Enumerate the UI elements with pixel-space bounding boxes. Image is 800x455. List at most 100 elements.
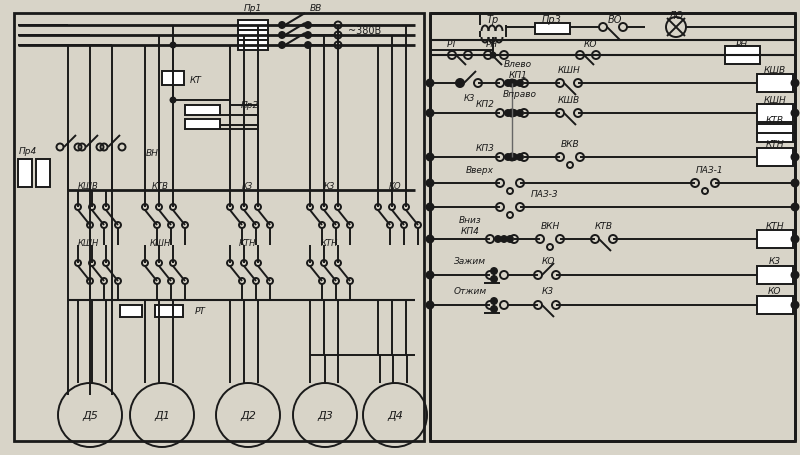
Text: ВН: ВН [146,148,158,157]
Circle shape [279,23,285,29]
Circle shape [170,43,175,48]
Text: Пр3: Пр3 [542,15,562,25]
Circle shape [491,306,497,312]
Circle shape [305,23,311,29]
Circle shape [279,43,285,49]
Text: КШВ: КШВ [764,66,786,74]
Circle shape [791,272,798,279]
Text: Пр2: Пр2 [241,100,259,109]
Bar [757,75,793,93]
Circle shape [517,81,523,87]
Text: Д2: Д2 [240,410,256,420]
Text: КП4: КП4 [461,226,479,235]
Circle shape [305,43,311,49]
Bar [238,21,268,31]
Circle shape [791,180,798,187]
Text: ВВ: ВВ [310,4,322,12]
Text: КО: КО [542,257,554,266]
Text: КО: КО [583,40,597,48]
Circle shape [517,155,523,161]
Bar [185,106,220,116]
Bar [14,14,424,441]
Text: КШВ: КШВ [558,95,580,104]
Text: ВКН: ВКН [540,221,560,230]
Circle shape [426,110,434,117]
Circle shape [426,180,434,187]
Bar [155,305,183,317]
Circle shape [511,81,517,87]
Circle shape [491,268,497,274]
Bar [185,120,220,130]
Text: К3: К3 [542,287,554,296]
Bar [238,41,268,51]
Circle shape [505,81,511,87]
Text: КП3: КП3 [475,143,494,152]
Text: КТН: КТН [766,221,784,230]
Text: ВКВ: ВКВ [561,139,579,148]
Text: ПАЗ-3: ПАЗ-3 [531,189,559,198]
Text: Д4: Д4 [387,410,403,420]
Circle shape [426,302,434,309]
Circle shape [791,81,798,87]
Bar [36,160,50,187]
Circle shape [791,204,798,211]
Text: КП2: КП2 [475,99,494,108]
Text: ~380В: ~380В [348,26,382,36]
Circle shape [505,155,511,161]
Circle shape [511,111,517,117]
Text: РН: РН [736,40,748,48]
Bar [757,149,793,167]
Circle shape [791,236,798,243]
Text: Д1: Д1 [154,410,170,420]
Text: РН: РН [486,40,498,48]
Circle shape [507,237,513,243]
Text: КТВ: КТВ [595,221,613,230]
Circle shape [793,111,798,116]
Text: К3: К3 [323,181,334,190]
Circle shape [505,111,511,117]
Text: КТВ: КТВ [766,115,784,124]
Circle shape [517,111,523,117]
Circle shape [495,237,501,243]
Text: Вверх: Вверх [466,165,494,174]
Circle shape [426,81,434,87]
Bar [725,47,760,65]
Text: РТ: РТ [194,307,206,316]
Text: КТН: КТН [238,238,256,247]
Circle shape [509,154,515,161]
Bar [757,296,793,314]
Circle shape [490,53,495,58]
Text: ПАЗ-1: ПАЗ-1 [696,165,724,174]
Text: КШВ: КШВ [78,181,98,190]
Bar [430,14,795,441]
Circle shape [426,204,434,211]
Text: Д3: Д3 [317,410,333,420]
Bar [162,72,184,86]
Circle shape [791,154,798,161]
Bar [757,231,793,248]
Text: Пр1: Пр1 [244,4,262,12]
Text: КШН: КШН [150,238,170,247]
Circle shape [501,237,507,243]
Circle shape [457,81,463,87]
Text: КО: КО [768,287,782,296]
Circle shape [509,81,515,87]
Text: Влево: Влево [504,59,532,68]
Text: К3: К3 [769,257,781,266]
Circle shape [491,276,497,283]
Bar [120,305,142,317]
Bar [757,267,793,284]
Bar [757,125,793,143]
Circle shape [279,33,285,39]
Circle shape [170,98,175,103]
Text: Пр4: Пр4 [19,146,37,155]
Text: Вниз: Вниз [458,215,482,224]
Circle shape [791,110,798,117]
Text: Вправо: Вправо [503,89,537,98]
Text: Д5: Д5 [82,410,98,420]
Text: КП1: КП1 [509,71,527,79]
Text: Зажим: Зажим [454,257,486,266]
Text: Отжим: Отжим [454,287,486,296]
Bar [535,24,570,35]
Text: К3: К3 [242,181,253,190]
